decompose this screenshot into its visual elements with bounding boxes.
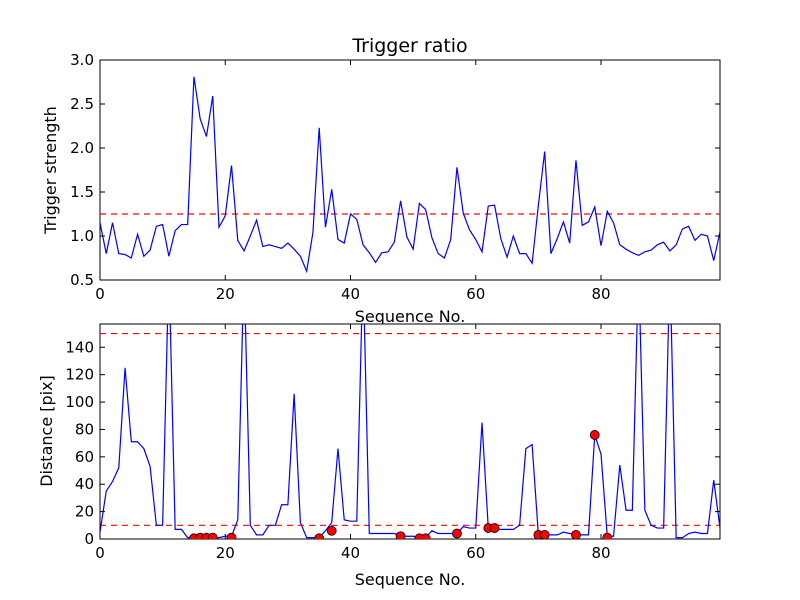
y-tick-label: 2.5 bbox=[70, 95, 94, 113]
data-marker bbox=[395, 531, 406, 539]
x-tick-label: 60 bbox=[466, 285, 485, 303]
distance-markers bbox=[189, 430, 613, 539]
data-marker bbox=[571, 529, 581, 539]
y-tick-label: 1.0 bbox=[70, 227, 94, 245]
bottom-y-axis-label: Distance [pix] bbox=[37, 375, 56, 487]
bottom-threshold-lines bbox=[100, 332, 720, 526]
x-tick-label: 40 bbox=[341, 285, 360, 303]
data-marker bbox=[539, 529, 550, 539]
y-tick-label: 3.0 bbox=[70, 51, 94, 69]
top-x-axis-label: Sequence No. bbox=[355, 307, 466, 326]
y-tick-label: 0 bbox=[84, 530, 94, 548]
top-y-ticks: 0.5 1.0 1.5 2.0 2.5 3.0 bbox=[70, 51, 720, 289]
y-tick-label: 20 bbox=[75, 503, 94, 521]
y-tick-label: 80 bbox=[75, 420, 94, 438]
data-marker bbox=[602, 532, 613, 539]
x-tick-label: 0 bbox=[95, 285, 105, 303]
y-tick-label: 1.5 bbox=[70, 183, 94, 201]
x-tick-label: 80 bbox=[591, 544, 610, 562]
top-y-axis-label: Trigger strength bbox=[41, 106, 60, 235]
trigger-strength-line bbox=[100, 76, 720, 274]
data-marker bbox=[420, 533, 431, 539]
x-tick-label: 0 bbox=[95, 544, 105, 562]
x-tick-label: 20 bbox=[216, 544, 235, 562]
bottom-x-ticks: 0 20 40 60 80 bbox=[95, 324, 611, 562]
data-marker bbox=[326, 525, 337, 536]
data-marker bbox=[226, 532, 237, 539]
y-tick-label: 0.5 bbox=[70, 271, 94, 289]
distance-plot: 0 20 40 60 80 0 20 40 60 80 100 120 140 Sequence No… bbox=[37, 323, 721, 589]
y-tick-label: 140 bbox=[65, 338, 94, 356]
y-tick-label: 60 bbox=[75, 448, 94, 466]
y-tick-label: 120 bbox=[65, 366, 94, 384]
data-marker bbox=[452, 528, 462, 539]
x-tick-label: 80 bbox=[591, 285, 610, 303]
data-marker bbox=[207, 532, 218, 539]
trigger-ratio-plot: Trigger ratio 0 20 40 60 80 0.5 1.0 1.5 2.0 2.5 3… bbox=[41, 35, 721, 326]
x-tick-label: 60 bbox=[466, 544, 485, 562]
data-marker bbox=[489, 523, 500, 533]
x-tick-label: 40 bbox=[341, 544, 360, 562]
x-tick-label: 20 bbox=[216, 285, 235, 303]
chart-title: Trigger ratio bbox=[351, 35, 467, 57]
data-marker bbox=[589, 430, 600, 440]
y-tick-label: 40 bbox=[75, 475, 94, 493]
data-marker bbox=[314, 533, 325, 539]
bottom-x-axis-label: Sequence No. bbox=[355, 570, 466, 589]
top-x-ticks: 0 20 40 60 80 bbox=[95, 60, 611, 303]
bottom-y-ticks: 0 20 40 60 80 100 120 140 bbox=[65, 338, 720, 548]
bottom-plot-area bbox=[99, 323, 721, 540]
y-tick-label: 100 bbox=[65, 393, 94, 411]
y-tick-label: 2.0 bbox=[70, 139, 94, 157]
